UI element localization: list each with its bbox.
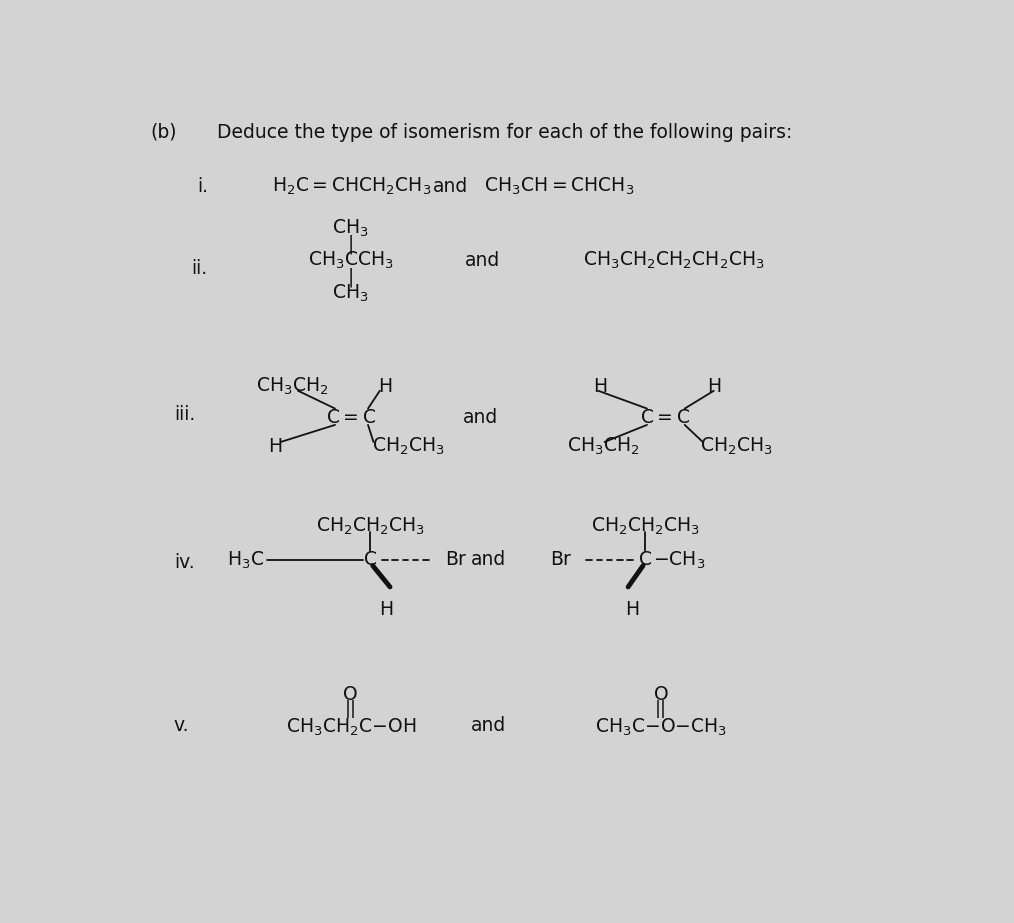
Text: and: and bbox=[462, 408, 498, 427]
Text: |: | bbox=[348, 234, 354, 254]
Text: O: O bbox=[654, 686, 668, 704]
Text: CH$_3$: CH$_3$ bbox=[333, 282, 369, 304]
Text: and: and bbox=[470, 716, 506, 735]
Text: and: and bbox=[433, 177, 468, 197]
Text: and: and bbox=[470, 550, 506, 569]
Text: CH$_2$CH$_2$CH$_3$: CH$_2$CH$_2$CH$_3$ bbox=[591, 516, 700, 537]
Text: CH$_2$CH$_3$: CH$_2$CH$_3$ bbox=[701, 436, 774, 457]
Text: C$=$C: C$=$C bbox=[640, 408, 691, 427]
Text: H$_3$C: H$_3$C bbox=[227, 549, 265, 570]
Text: ii.: ii. bbox=[192, 259, 207, 278]
Text: (b): (b) bbox=[150, 123, 176, 141]
Text: CH$_3$CH$_2$: CH$_3$CH$_2$ bbox=[257, 376, 330, 397]
Text: ||: || bbox=[655, 701, 667, 718]
Text: C$=$C: C$=$C bbox=[325, 408, 376, 427]
Text: CH$_3$CH$_2$: CH$_3$CH$_2$ bbox=[567, 436, 640, 457]
Text: iv.: iv. bbox=[174, 553, 195, 571]
Text: H$_2$C$=$CHCH$_2$CH$_3$: H$_2$C$=$CHCH$_2$CH$_3$ bbox=[272, 176, 432, 198]
Text: Deduce the type of isomerism for each of the following pairs:: Deduce the type of isomerism for each of… bbox=[217, 123, 793, 141]
Text: CH$_3$CH$=$CHCH$_3$: CH$_3$CH$=$CHCH$_3$ bbox=[485, 176, 635, 198]
Text: CH$_3$CCH$_3$: CH$_3$CCH$_3$ bbox=[307, 250, 393, 271]
Text: CH$_2$CH$_3$: CH$_2$CH$_3$ bbox=[372, 436, 445, 457]
Text: H: H bbox=[268, 437, 282, 456]
Text: Br: Br bbox=[445, 550, 465, 569]
Text: $-$CH$_3$: $-$CH$_3$ bbox=[653, 549, 706, 570]
Text: v.: v. bbox=[174, 716, 190, 735]
Text: |: | bbox=[348, 268, 354, 287]
Text: CH$_3$: CH$_3$ bbox=[333, 218, 369, 239]
Text: and: and bbox=[464, 251, 500, 270]
Text: CH$_2$CH$_2$CH$_3$: CH$_2$CH$_2$CH$_3$ bbox=[315, 516, 425, 537]
Text: C: C bbox=[639, 550, 652, 569]
Text: H: H bbox=[379, 600, 393, 618]
Text: i.: i. bbox=[198, 177, 209, 197]
Text: Br: Br bbox=[550, 550, 571, 569]
Text: H: H bbox=[378, 377, 392, 396]
Text: CH$_3$CH$_2$CH$_2$CH$_2$CH$_3$: CH$_3$CH$_2$CH$_2$CH$_2$CH$_3$ bbox=[582, 250, 765, 271]
Text: CH$_3$C$-$O$-$CH$_3$: CH$_3$C$-$O$-$CH$_3$ bbox=[595, 717, 727, 738]
Text: H: H bbox=[625, 600, 639, 618]
Text: H: H bbox=[593, 377, 607, 396]
Text: iii.: iii. bbox=[174, 405, 195, 425]
Text: CH$_3$CH$_2$C$-$OH: CH$_3$CH$_2$C$-$OH bbox=[286, 717, 416, 738]
Text: ||: || bbox=[345, 701, 357, 718]
Text: H: H bbox=[707, 377, 721, 396]
Text: O: O bbox=[344, 686, 358, 704]
Text: C: C bbox=[364, 550, 377, 569]
